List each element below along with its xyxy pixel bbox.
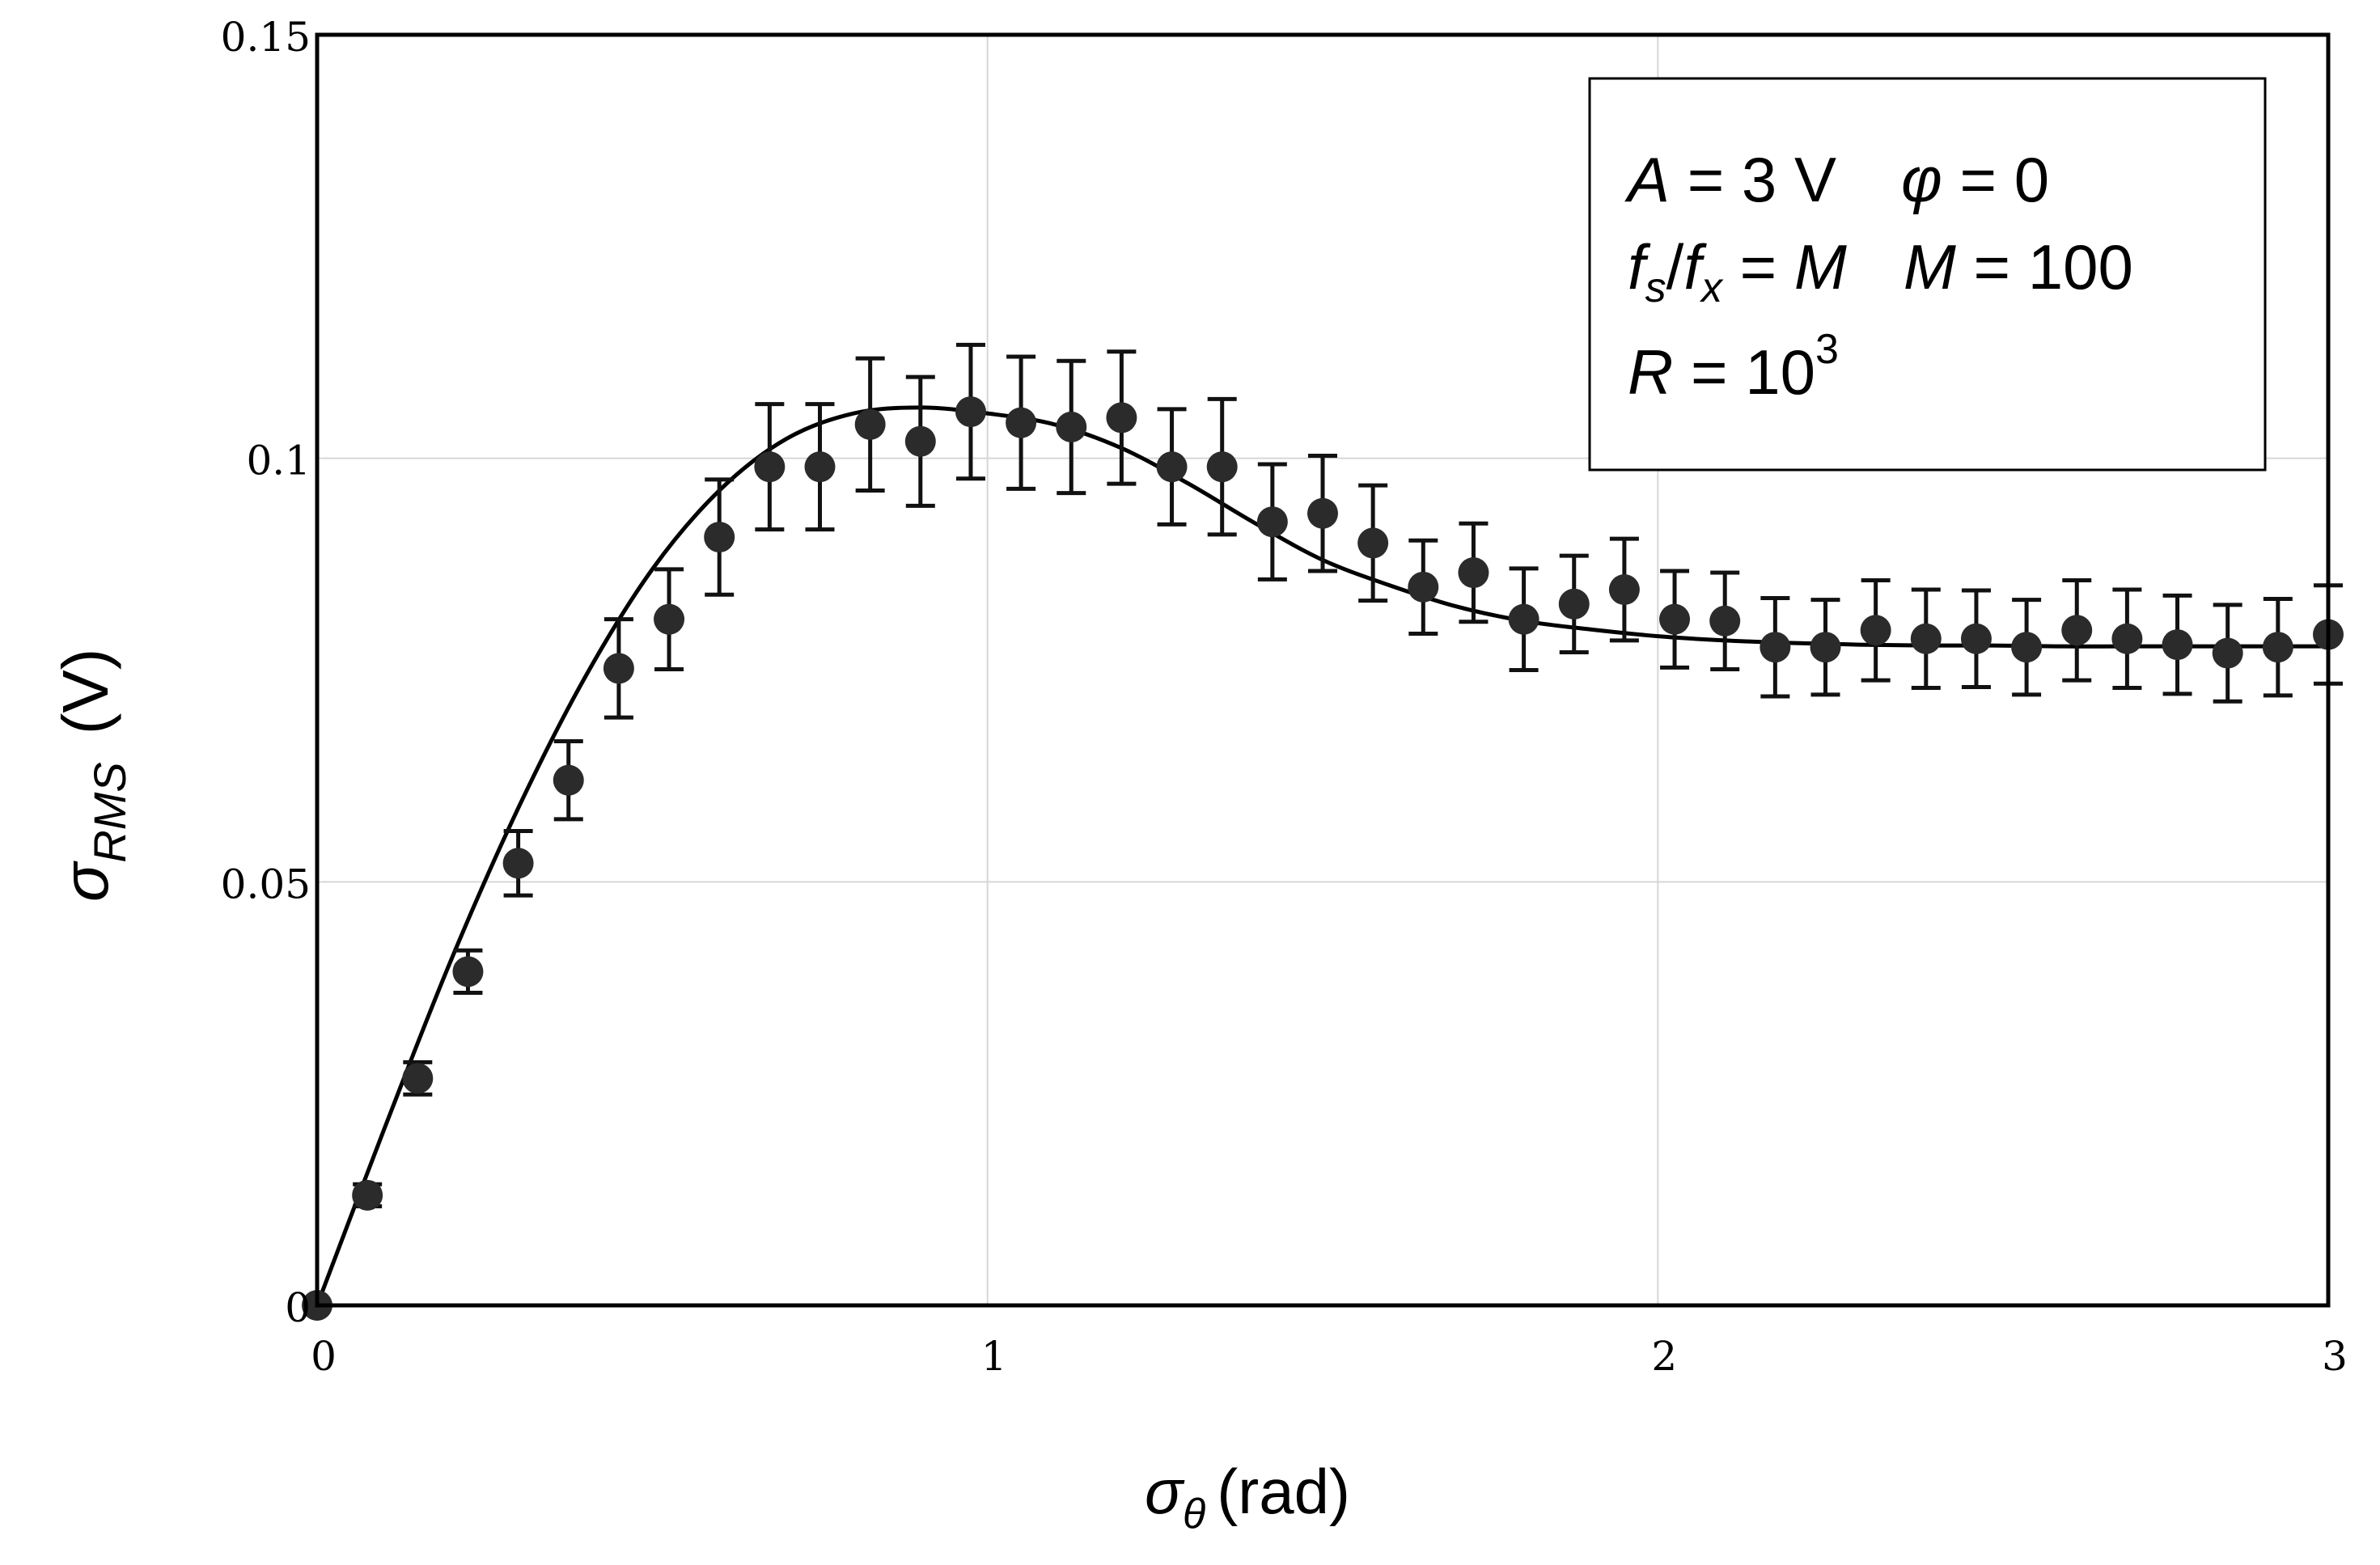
data-point (1960, 623, 1992, 654)
data-point (704, 522, 735, 553)
y-tick-label: 0 (285, 1284, 311, 1331)
data-point (1156, 451, 1188, 483)
data-point (1810, 632, 1841, 663)
data-point (1256, 506, 1288, 538)
x-tick-label: 1 (981, 1333, 1007, 1380)
data-point (352, 1179, 383, 1211)
y-axis-label: σRMS(V) (49, 649, 135, 902)
data-point (1206, 451, 1238, 483)
data-point (1056, 411, 1087, 442)
error-bars (353, 342, 2343, 1208)
data-point (854, 408, 886, 440)
data-point (603, 653, 634, 684)
x-tick-label: 3 (2322, 1333, 2348, 1380)
data-point (2111, 623, 2143, 654)
x-tick-label: 0 (311, 1333, 337, 1380)
data-point (553, 764, 584, 796)
data-point (1608, 574, 1640, 606)
data-points (302, 396, 2344, 1321)
data-point (1307, 497, 1338, 529)
data-point (1106, 402, 1137, 434)
x-tick-label: 2 (1651, 1333, 1677, 1380)
x-axis-label: σθ (rad) (1145, 1456, 1350, 1538)
data-point (2212, 637, 2243, 669)
data-point (1659, 603, 1691, 635)
data-point (654, 603, 685, 635)
data-point (754, 451, 786, 483)
data-point (1357, 527, 1389, 559)
legend-box (1588, 77, 2267, 472)
data-point (2262, 632, 2293, 663)
data-point (1006, 407, 1037, 438)
y-tick-label: 0.15 (221, 14, 311, 61)
data-point (804, 451, 836, 483)
y-tick-label: 0.1 (246, 438, 311, 484)
data-point (1760, 632, 1791, 663)
tick-labels: 0 1 2 3 0 0.05 0.1 0.15 (221, 14, 2348, 1380)
data-point (1508, 603, 1539, 635)
data-point (1408, 571, 1439, 603)
data-point (1860, 615, 1891, 646)
data-point (904, 425, 936, 457)
y-tick-label: 0.05 (221, 861, 311, 907)
data-point (502, 848, 534, 879)
data-point (402, 1063, 434, 1094)
data-point (452, 956, 484, 988)
data-point (2061, 615, 2093, 646)
data-point (1910, 623, 1942, 654)
data-point (2011, 632, 2043, 663)
data-point (1558, 588, 1590, 620)
plot-frame (315, 32, 2331, 1308)
legend-line-3: R = 103 (1628, 326, 1839, 408)
data-point (2162, 629, 2193, 661)
data-point (1709, 605, 1741, 637)
data-point (1458, 557, 1489, 589)
data-point (955, 396, 986, 428)
